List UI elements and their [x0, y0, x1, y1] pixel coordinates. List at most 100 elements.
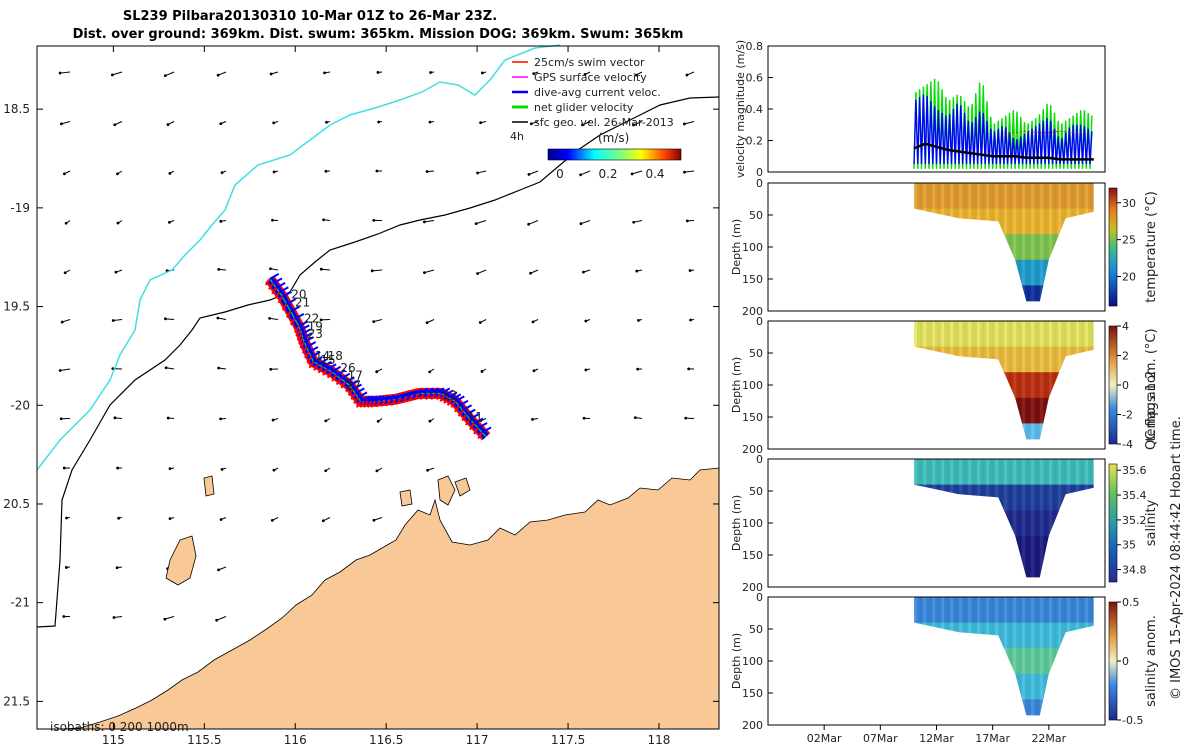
geo-vel-arrowhead	[322, 218, 325, 222]
geo-vel-arrowhead	[272, 121, 276, 125]
geo-vel-arrowhead	[637, 318, 640, 322]
section-profile-strip	[1051, 183, 1056, 302]
section-profile-strip	[1033, 321, 1038, 440]
section-colorbar	[1108, 325, 1118, 445]
section-colorbar	[1108, 601, 1118, 721]
section-profile-strip	[1039, 183, 1044, 302]
geo-vel-arrowhead	[632, 123, 635, 127]
dac-vector	[434, 387, 445, 395]
dac-vector	[458, 399, 469, 407]
dac-vector	[299, 324, 310, 332]
geo-vel-arrow	[631, 170, 643, 175]
section-profile-strip	[1045, 459, 1050, 578]
geo-vel-arrowhead	[58, 71, 62, 75]
map-y-tick-label: -21	[10, 596, 30, 610]
island	[399, 489, 413, 507]
geo-vel-arrow	[165, 71, 175, 77]
dac-vector	[354, 387, 365, 395]
date-tick-label: 12Mar	[919, 732, 954, 745]
geo-vel-arrowhead	[271, 418, 275, 422]
swim-vector	[473, 427, 479, 435]
geo-vel-arrow	[424, 269, 435, 274]
geo-vel-arrow	[372, 269, 383, 272]
dac-vector	[447, 391, 458, 399]
geo-vel-arrowhead	[636, 367, 640, 371]
dac-vector	[278, 286, 289, 294]
colorbar-title: (m/s)	[598, 131, 629, 145]
geo-vel-arrowhead	[426, 468, 430, 472]
geo-vel-arrowhead	[370, 269, 374, 273]
map-x-tick-label: 115.5	[187, 733, 221, 747]
geo-vel-arrow	[477, 269, 487, 275]
swim-vector	[439, 394, 446, 402]
geo-vel-arrow	[60, 368, 71, 371]
section-y-tick-label: 0	[756, 591, 763, 604]
section-y-tick-label: 50	[749, 623, 763, 636]
geo-vel-arrowhead	[531, 320, 535, 324]
dac-vector	[374, 395, 385, 403]
waypoint-label: 27	[346, 379, 361, 393]
section-cblabel: salinity anom.	[1144, 615, 1159, 707]
geo-vel-arrowhead	[269, 267, 272, 271]
geo-vel-arrowhead	[682, 122, 686, 126]
dac-vector	[308, 346, 319, 353]
map-frame	[36, 45, 720, 730]
dac-vector	[360, 395, 371, 403]
geo-vel-arrowhead	[59, 122, 63, 126]
swim-vector	[326, 371, 333, 379]
geo-vel-arrow	[321, 268, 331, 271]
geo-vel-arrowhead	[428, 370, 432, 374]
section-cblabel: salinity	[1144, 499, 1159, 546]
map-x-tick-label: 118	[648, 733, 671, 747]
geo-vel-arrowhead	[268, 317, 271, 320]
section-y-tick-label: 200	[742, 719, 763, 732]
date-tick-label: 02Mar	[807, 732, 842, 745]
section-profile-strip	[1048, 459, 1053, 578]
dac-vector	[331, 365, 342, 373]
colorbar-tick-label: 35.6	[1122, 464, 1147, 477]
section-profile-strip	[1027, 321, 1032, 440]
geo-vel-arrowhead	[683, 170, 686, 174]
dac-vector	[418, 387, 429, 395]
geo-vel-arrowhead	[325, 120, 328, 124]
swim-vector	[355, 400, 362, 408]
geo-vel-arrowhead	[476, 171, 479, 175]
legend-swim: 25cm/s swim vector	[534, 56, 645, 69]
geo-vel-arrowhead	[372, 518, 376, 522]
geo-vel-arrowhead	[685, 73, 689, 77]
swim-vector	[450, 400, 457, 408]
geo-vel-arrowhead	[684, 416, 688, 420]
section-profile-strip	[1009, 459, 1014, 578]
section-profile-strip	[1042, 597, 1047, 716]
geo-vel-arrowhead	[428, 419, 432, 423]
geo-vel-arrow	[112, 71, 123, 76]
dac-vector	[406, 390, 417, 398]
geo-vel-arrowhead	[372, 218, 376, 222]
section-profile-strip	[1039, 597, 1044, 716]
section-y-tick-label: 0	[756, 315, 763, 328]
geo-vel-arrowhead	[110, 73, 114, 77]
waypoint-label: 22	[304, 311, 319, 325]
geo-vel-arrowhead	[59, 417, 63, 421]
velocity-y-tick-label: 0.2	[746, 135, 764, 148]
swim-vector	[446, 398, 453, 406]
swim-vector	[424, 392, 431, 400]
section-cblabel: temp. anom. (°C)	[1144, 328, 1159, 441]
geo-vel-arrowhead	[324, 419, 328, 423]
geo-vel-arrowhead	[527, 172, 531, 176]
section-profile-strip	[1030, 183, 1035, 302]
section-profile-strip	[1024, 321, 1029, 440]
geo-vel-arrowhead	[63, 172, 66, 176]
geo-vel-arrowhead	[217, 267, 221, 271]
geo-vel-arrowhead	[60, 320, 64, 324]
dac-vector	[357, 391, 368, 399]
map-y-ticks: 18.5 -19 19.5 -20 20.5 -21 21.5	[3, 102, 719, 708]
waypoint-label: 17	[348, 369, 363, 383]
geo-vel-arrow	[476, 220, 487, 225]
swim-vector	[335, 378, 342, 386]
geo-vel-arrow	[477, 170, 487, 174]
legend-speed-label: 4h	[510, 130, 524, 143]
island	[454, 477, 471, 497]
section-profile-strip	[1012, 321, 1017, 440]
section-y-tick-label: 100	[742, 655, 763, 668]
